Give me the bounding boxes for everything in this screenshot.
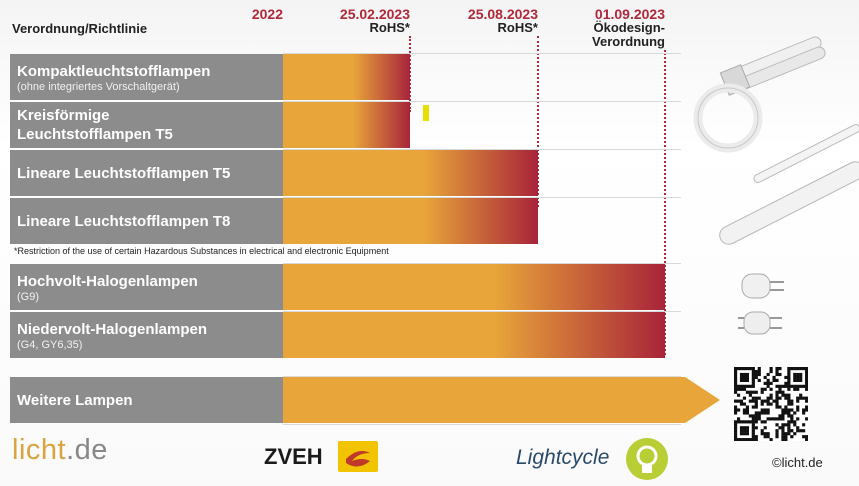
lightcycle-logo: Lightcycle (516, 446, 610, 469)
row-sublabel: (G4, GY6,35) (17, 338, 83, 351)
row-label: Kreisförmige Leuchtstofflampen T5 (10, 102, 283, 148)
zveh-logo: ZVEH (264, 444, 323, 469)
row-label: Lineare Leuchtstofflampen T5 (10, 150, 283, 196)
licht-de-logo: licht.de (12, 434, 108, 466)
milestone-line (664, 50, 666, 355)
row-label: Niedervolt-Halogenlampen (G4, GY6,35) (10, 312, 283, 358)
row-title: Niedervolt-Halogenlampen (17, 320, 208, 338)
row-title: Lineare Leuchtstofflampen T5 (17, 164, 231, 182)
zveh-logo-icon (338, 441, 378, 472)
timeline-bar (283, 264, 665, 310)
row-title: Weitere Lampen (17, 391, 133, 409)
timeline-bar (283, 102, 410, 148)
gridline (283, 376, 681, 377)
row-sublabel: (ohne integriertes Vorschaltgerät) (17, 80, 180, 93)
milestone-date: 25.02.2023 (339, 6, 410, 22)
header-label: Verordnung/Richtlinie (12, 21, 148, 36)
timeline-bar (283, 377, 720, 423)
footnote: *Restriction of the use of certain Hazar… (14, 246, 389, 256)
gridline (283, 197, 681, 198)
row-title: Kreisförmige (17, 107, 110, 124)
gridline (283, 263, 681, 264)
row-title: Kompaktleuchtstofflampen (17, 62, 211, 80)
milestone-regulation: RoHS* (497, 20, 538, 35)
timeline-bar (283, 150, 538, 196)
row-label: Hochvolt-Halogenlampen (G9) (10, 264, 283, 310)
row-title: Lineare Leuchtstofflampen T8 (17, 212, 231, 230)
timeline-bar (283, 312, 665, 358)
halogen-illustrations (738, 273, 784, 335)
gridline (283, 53, 681, 54)
row-label: Lineare Leuchtstofflampen T8 (10, 198, 283, 244)
row-label: Weitere Lampen (10, 377, 283, 423)
qr-code-icon[interactable] (734, 367, 808, 441)
g4-halogen-icon (738, 311, 782, 335)
gridline (283, 149, 681, 150)
milestone-date: 25.08.2023 (467, 6, 538, 22)
milestone-date: 01.09.2023 (594, 6, 665, 22)
marker (423, 105, 429, 121)
lamp-illustrations (693, 36, 859, 245)
row-title: Leuchtstofflampen T5 (17, 126, 173, 143)
row-sublabel: (G9) (17, 290, 39, 303)
gridline (283, 424, 681, 425)
gridline (283, 101, 681, 102)
g9-halogen-icon (741, 273, 784, 299)
row-title: Hochvolt-Halogenlampen (17, 272, 198, 290)
timeline-bar (283, 198, 538, 244)
milestone-regulation: RoHS* (369, 20, 410, 35)
milestone-line (537, 36, 539, 207)
t5-tube-icon (753, 124, 859, 184)
gridline (283, 311, 681, 312)
t8-tube-icon (719, 161, 859, 245)
milestone-date: 2022 (251, 6, 283, 22)
circular-fluorescent-lamp-icon (693, 83, 763, 153)
milestone-regulation: Ökodesign- (593, 20, 665, 35)
lightcycle-bulb-icon (626, 438, 668, 480)
timeline-bar (283, 54, 410, 100)
row-label: Kompaktleuchtstofflampen (ohne integriert… (10, 54, 283, 100)
milestone-line (409, 36, 411, 112)
milestone-regulation: Verordnung (592, 34, 665, 49)
copyright: ©licht.de (772, 455, 823, 470)
